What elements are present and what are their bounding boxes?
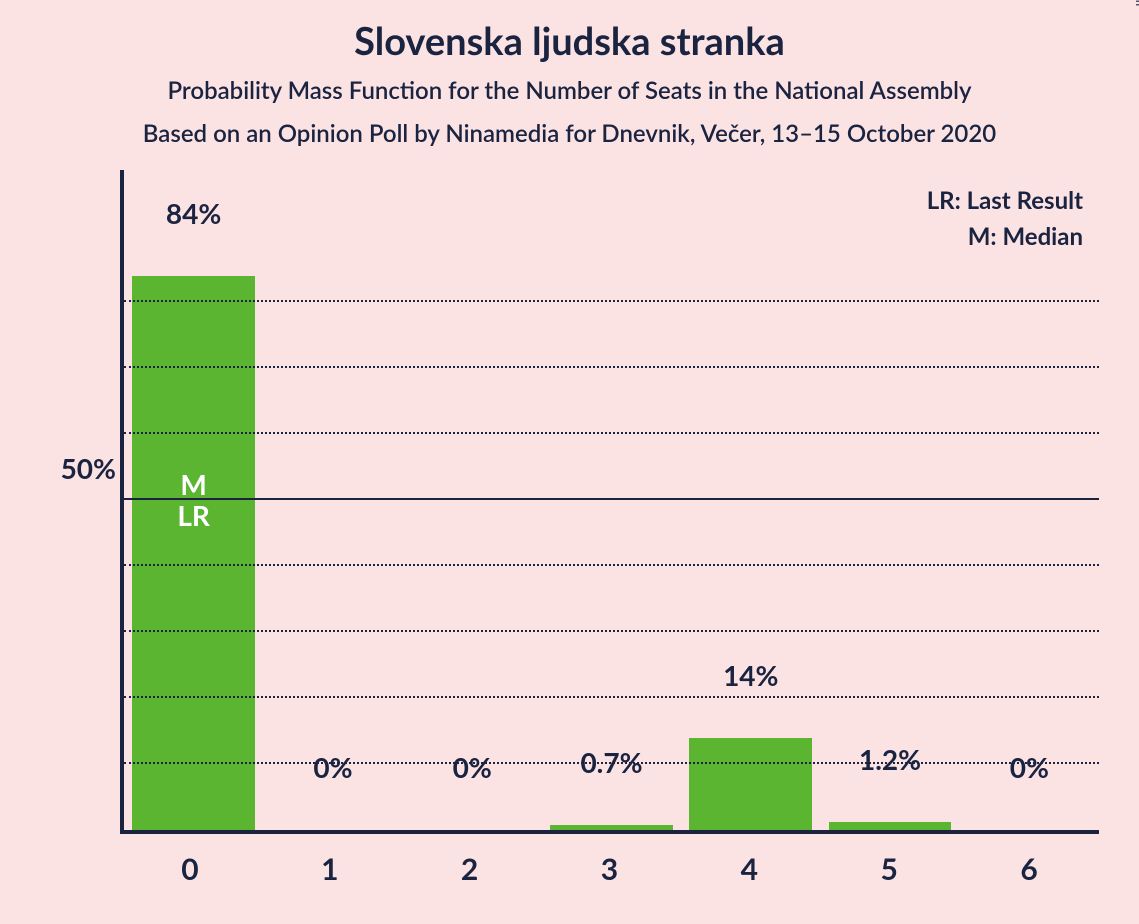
gridline <box>124 564 1099 566</box>
plot-area: 84%MLR0%0%0.7%14%1.2%0% LR: Last ResultM… <box>120 170 1099 834</box>
gridline <box>124 366 1099 368</box>
x-tick-label: 1 <box>260 844 400 894</box>
bar <box>829 822 952 830</box>
bar <box>132 276 255 830</box>
bar-value-label: 84% <box>124 196 263 236</box>
chart-area: 84%MLR0%0%0.7%14%1.2%0% LR: Last ResultM… <box>30 170 1109 894</box>
bar-column: 0% <box>403 170 542 830</box>
bar-value-label: 14% <box>681 658 820 698</box>
x-tick-label: 3 <box>540 844 680 894</box>
chart-source: Based on an Opinion Poll by Ninamedia fo… <box>0 119 1139 148</box>
bar-column: 14% <box>681 170 820 830</box>
bar-column: 1.2% <box>820 170 959 830</box>
bar-column: 0% <box>263 170 402 830</box>
gridline <box>124 630 1099 632</box>
x-tick-label: 5 <box>819 844 959 894</box>
gridline <box>124 696 1099 698</box>
copyright-notice: © 2020 Filip van Laenen <box>1133 0 1139 6</box>
chart-subtitle: Probability Mass Function for the Number… <box>0 76 1139 105</box>
bar-column: 0.7% <box>542 170 681 830</box>
legend-line: LR: Last Result <box>927 183 1083 219</box>
x-tick-label: 6 <box>959 844 1099 894</box>
bar-column: 84% MLR <box>124 170 263 830</box>
bar-value-label: 0% <box>263 750 402 790</box>
gridline <box>124 762 1099 764</box>
bar <box>550 825 673 830</box>
legend-line: M: Median <box>927 219 1083 255</box>
bar-annotation: MLR <box>124 469 263 531</box>
x-tick-label: 2 <box>400 844 540 894</box>
gridline <box>124 498 1099 500</box>
gridline <box>124 432 1099 434</box>
x-axis-ticks: 0123456 <box>120 844 1099 894</box>
x-tick-label: 0 <box>120 844 260 894</box>
x-tick-label: 4 <box>679 844 819 894</box>
bar-value-label: 0% <box>403 750 542 790</box>
y-axis-label: 50% <box>30 451 116 485</box>
bar-column: 0% <box>960 170 1099 830</box>
bar-value-label: 0.7% <box>542 745 681 785</box>
legend: LR: Last ResultM: Median <box>927 183 1083 255</box>
chart-title: Slovenska ljudska stranka <box>0 0 1139 64</box>
bar <box>689 738 812 830</box>
bars-container: 84%MLR0%0%0.7%14%1.2%0% <box>124 170 1099 830</box>
gridline <box>124 300 1099 302</box>
bar-value-label: 0% <box>960 750 1099 790</box>
